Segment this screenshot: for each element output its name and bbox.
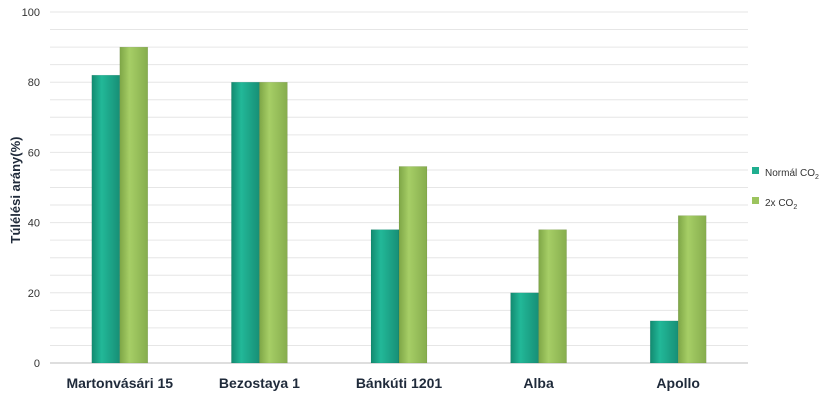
bar-2x-co2 [538, 229, 567, 364]
y-tick-label: 40 [28, 218, 40, 230]
legend-swatch [752, 197, 759, 204]
axis-labels: 0 20 40 60 80 100 Martonvásári 15 Bezostaya 1 Bá… [22, 7, 700, 391]
x-category-label: Martonvásári 15 [66, 375, 173, 391]
y-tick-label: 80 [28, 77, 40, 89]
legend-swatch [752, 167, 759, 174]
gridlines [50, 11, 748, 346]
legend-label: Normál CO2 [765, 168, 819, 181]
bar-2x-co2 [398, 166, 428, 364]
legend: Normál CO2 2x CO2 [752, 167, 819, 211]
y-tick-label: 20 [28, 288, 40, 300]
bar-2x-co2 [119, 46, 149, 364]
x-category-label: Bezostaya 1 [219, 375, 300, 391]
legend-label: 2x CO2 [765, 198, 797, 211]
y-tick-label: 60 [28, 147, 40, 159]
bar-normal-co2 [91, 74, 121, 364]
bar-normal-co2 [231, 81, 260, 364]
bar-2x-co2 [259, 81, 288, 364]
x-category-label: Bánkúti 1201 [356, 375, 443, 391]
bar-normal-co2 [510, 292, 539, 364]
bars [91, 46, 707, 364]
bar-normal-co2 [370, 229, 400, 364]
x-category-label: Apollo [656, 375, 700, 391]
y-axis-label: Túlélési arány(%) [8, 137, 23, 244]
bar-2x-co2 [677, 215, 707, 364]
x-category-label: Alba [523, 375, 554, 391]
y-tick-label: 0 [34, 358, 40, 370]
y-tick-label: 100 [22, 7, 40, 19]
bar-normal-co2 [649, 320, 679, 364]
